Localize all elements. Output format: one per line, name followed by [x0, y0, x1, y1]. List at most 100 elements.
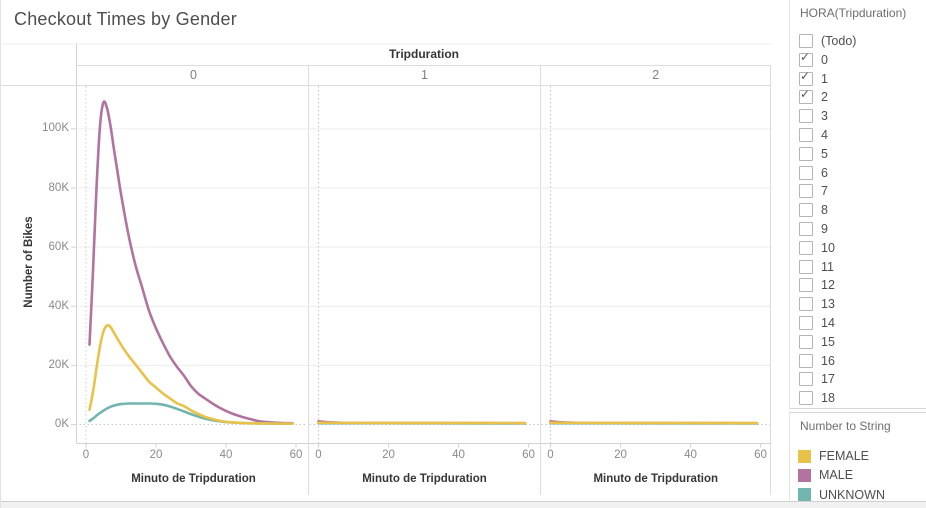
filter-item-label: 8 [821, 203, 828, 218]
line-female-facet-0[interactable] [88, 323, 294, 425]
filter-item-label: 17 [821, 372, 835, 387]
filter-item-label: 0 [821, 52, 828, 67]
facet-column-label: 0 [190, 68, 197, 82]
checkbox-unchecked[interactable] [799, 184, 813, 199]
x-tick-label: 20 [149, 449, 163, 461]
filter-item-label: 15 [821, 334, 835, 349]
check-icon: ✓ [800, 49, 811, 64]
checkbox-unchecked[interactable] [799, 34, 813, 48]
filter-item-label: 7 [821, 184, 828, 199]
filter-panel: HORA(Tripduration) (Todo) ✓ 0 ✓ 1 ✓ 2 3 4 5 6 7 8 9 10… [789, 0, 926, 409]
y-axis-title: Number of Bikes [23, 216, 35, 308]
checkbox-unchecked[interactable] [799, 146, 813, 161]
filter-item-4[interactable]: 4 [799, 126, 828, 145]
checkbox-unchecked[interactable] [799, 203, 813, 218]
filter-item-7[interactable]: 7 [799, 182, 828, 201]
filter-item-label: 5 [821, 146, 828, 161]
filter-item-5[interactable]: 5 [799, 144, 828, 163]
facet-column-label: 2 [652, 68, 660, 82]
checkbox-unchecked[interactable] [799, 278, 813, 293]
legend-item-female[interactable]: FEMALE [798, 447, 869, 465]
x-tick-label: 0 [547, 449, 554, 461]
line-male-facet-0[interactable] [88, 100, 294, 425]
bottom-border [1, 501, 926, 508]
filter-item-6[interactable]: 6 [799, 163, 828, 182]
facet-field-label: Tripduration [389, 47, 459, 61]
y-tick-label: 20K [48, 358, 69, 371]
x-tick-label: 60 [754, 449, 767, 461]
checkbox-checked[interactable]: ✓ [799, 70, 813, 86]
filter-item-label: 2 [821, 90, 828, 105]
y-tick-label: 60K [48, 240, 69, 253]
filter-item-label: 18 [821, 391, 835, 406]
filter-item-label: 13 [821, 297, 835, 312]
filter-item-13[interactable]: 13 [799, 295, 835, 314]
filter-panel-title: HORA(Tripduration) [800, 6, 907, 20]
x-axis-title: Minuto de Tripduration [593, 473, 719, 485]
legend-item-label: FEMALE [819, 449, 870, 463]
x-tick-label: 0 [315, 449, 322, 461]
x-tick-label: 20 [382, 449, 395, 461]
filter-item-label: (Todo) [821, 34, 857, 48]
x-tick-label: 0 [82, 449, 90, 461]
y-tick-label: 100K [42, 122, 69, 135]
checkbox-unchecked[interactable] [799, 222, 813, 236]
checkbox-unchecked[interactable] [799, 316, 813, 330]
y-tick-label: 40K [48, 299, 69, 312]
x-tick-label: 20 [614, 449, 627, 461]
filter-item-10[interactable]: 10 [799, 238, 835, 257]
checkbox-checked[interactable]: ✓ [799, 88, 813, 105]
legend-swatch-icon [798, 468, 811, 482]
filter-item-8[interactable]: 8 [799, 201, 828, 220]
filter-item-label: 11 [821, 259, 834, 274]
x-tick-label: 40 [684, 449, 697, 461]
checkbox-unchecked[interactable] [799, 240, 813, 255]
checkbox-unchecked[interactable] [799, 372, 813, 387]
checkbox-checked[interactable]: ✓ [799, 49, 813, 67]
filter-item-label: 6 [821, 165, 828, 180]
filter-item-label: 12 [821, 278, 835, 293]
x-tick-label: 60 [522, 449, 535, 461]
checkbox-unchecked[interactable] [799, 297, 813, 312]
filter-item-label: 16 [821, 353, 835, 368]
checkbox-unchecked[interactable] [799, 353, 813, 368]
filter-item-1[interactable]: ✓ 1 [799, 69, 828, 88]
legend-item-male[interactable]: MALE [798, 466, 853, 484]
legend-swatch-icon [798, 488, 811, 502]
filter-item-16[interactable]: 16 [799, 351, 835, 370]
filter-item-18[interactable]: 18 [799, 389, 835, 408]
x-axis-title: Minuto de Tripduration [131, 473, 256, 485]
filter-item-14[interactable]: 14 [799, 314, 835, 333]
legend-panel: Number to String FEMALE MALE UNKNOWN [789, 412, 926, 504]
page-title: Checkout Times by Gender [14, 9, 237, 29]
checkbox-unchecked[interactable] [799, 259, 813, 274]
filter-item-label: 14 [821, 316, 835, 330]
y-tick-label: 0K [54, 418, 69, 430]
checkbox-unchecked[interactable] [799, 128, 813, 142]
checkbox-unchecked[interactable] [799, 391, 813, 406]
checkbox-unchecked[interactable] [799, 165, 813, 180]
filter-item-9[interactable]: 9 [799, 220, 828, 239]
filter-item-label: 4 [821, 128, 828, 142]
filter-item-17[interactable]: 17 [799, 370, 835, 389]
x-axis-title: Minuto de Tripduration [362, 473, 487, 485]
filter-item-0[interactable]: ✓ 0 [799, 50, 828, 69]
filter-item-label: 3 [821, 109, 828, 124]
filter-item-2[interactable]: ✓ 2 [799, 88, 828, 107]
x-tick-label: 40 [219, 449, 233, 461]
filter-item-15[interactable]: 15 [799, 332, 835, 351]
y-tick-label: 80K [48, 181, 69, 194]
legend-item-label: MALE [819, 468, 854, 483]
legend-item-unknown[interactable]: UNKNOWN [798, 486, 885, 504]
x-tick-label: 40 [452, 449, 465, 461]
x-tick-label: 60 [289, 449, 303, 461]
checkbox-unchecked[interactable] [799, 334, 813, 349]
legend-item-label: UNKNOWN [819, 487, 885, 502]
filter-item-3[interactable]: 3 [799, 107, 828, 126]
filter-item-todo[interactable]: (Todo) [799, 32, 856, 51]
checkbox-unchecked[interactable] [799, 109, 813, 124]
facet-column-label: 1 [421, 68, 428, 82]
filter-item-12[interactable]: 12 [799, 276, 835, 295]
filter-item-11[interactable]: 11 [799, 257, 834, 276]
